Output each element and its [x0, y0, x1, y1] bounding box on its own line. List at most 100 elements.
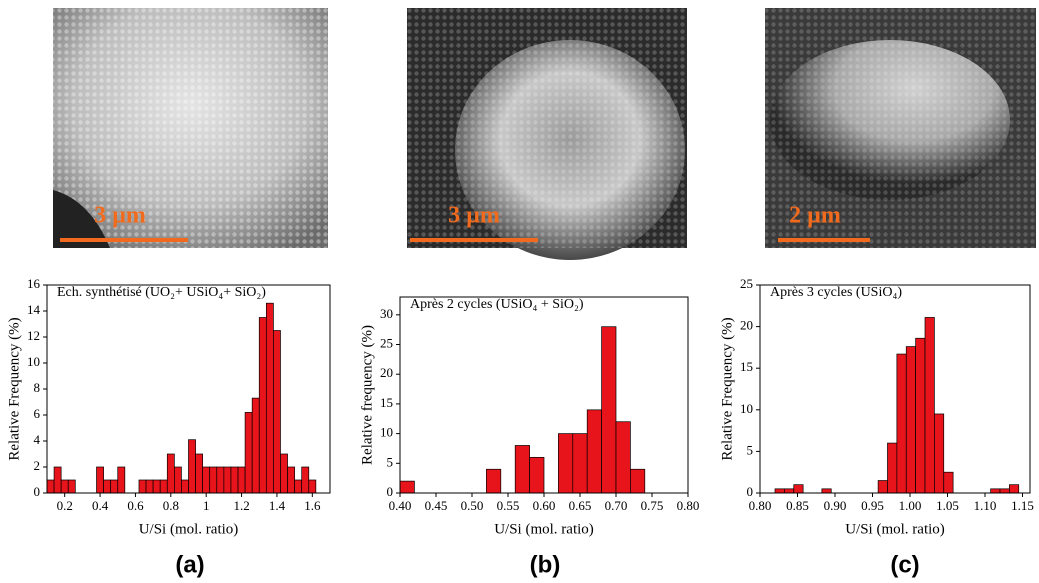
bar	[905, 346, 916, 494]
bar	[915, 337, 926, 494]
y-tick-label: 25	[380, 335, 393, 350]
y-tick-label: 25	[740, 276, 753, 291]
bar	[558, 433, 574, 494]
bar	[999, 488, 1010, 494]
bar	[209, 466, 218, 494]
x-axis-label: U/Si (mol. ratio)	[845, 521, 945, 537]
y-tick-label: 0	[34, 484, 41, 499]
x-tick-label: 0.8	[163, 498, 179, 513]
bar	[615, 421, 631, 494]
x-axis-label: U/Si (mol. ratio)	[139, 521, 239, 537]
bar	[145, 479, 154, 494]
bar	[181, 479, 189, 494]
panel-label: (a)	[175, 551, 204, 578]
bar	[195, 453, 203, 494]
bar	[280, 453, 288, 494]
y-tick-label: 10	[27, 354, 40, 369]
x-tick-label: 0.50	[461, 498, 484, 513]
bar	[103, 479, 112, 494]
x-tick-label: 1	[203, 498, 210, 513]
x-axis-label: U/Si (mol. ratio)	[494, 521, 594, 537]
y-tick-label: 8	[34, 380, 41, 395]
bar	[586, 409, 602, 494]
y-tick-label: 12	[27, 328, 40, 343]
bar	[216, 466, 225, 494]
y-tick-label: 5	[747, 442, 754, 457]
bar	[529, 457, 545, 494]
panel-label: (c)	[890, 551, 919, 578]
bar	[110, 479, 119, 494]
x-tick-label: 0.90	[824, 498, 847, 513]
x-tick-label: 0.40	[389, 498, 412, 513]
x-tick-label: 0.95	[861, 498, 884, 513]
chart-title: Après 3 cycles (USiO₄)	[770, 285, 902, 300]
y-tick-label: 10	[380, 425, 393, 440]
x-tick-label: 0.4	[92, 498, 109, 513]
y-tick-label: 5	[387, 454, 394, 469]
x-tick-label: 1.4	[269, 498, 286, 513]
x-tick-label: 0.6	[127, 498, 144, 513]
scale-label: 3 µm	[448, 203, 500, 229]
x-tick-label: 1.15	[1011, 498, 1034, 513]
sem-image	[765, 8, 1036, 248]
chart-title: Après 2 cycles (USiO₄ + SiO₂)	[410, 297, 584, 312]
y-tick-label: 2	[34, 458, 41, 473]
y-tick-label: 20	[740, 318, 753, 333]
bar	[301, 466, 310, 494]
x-tick-label: 0.85	[786, 498, 809, 513]
bar	[251, 397, 260, 494]
x-tick-label: 0.55	[497, 498, 520, 513]
bar	[258, 317, 267, 494]
x-tick-label: 1.2	[233, 498, 249, 513]
y-axis-label: Relative Frequency (%)	[719, 317, 735, 460]
bar	[821, 488, 832, 494]
y-axis-label: Relative frequency (%)	[359, 325, 375, 465]
bar	[774, 488, 785, 494]
bar	[60, 479, 69, 494]
bar	[46, 479, 55, 494]
sem-image	[53, 8, 328, 248]
scale-label: 2 µm	[789, 203, 841, 229]
bar	[188, 439, 196, 494]
sem-image	[407, 8, 687, 260]
y-tick-label: 4	[34, 432, 41, 447]
bar	[265, 302, 274, 494]
bar	[53, 466, 62, 494]
y-tick-label: 30	[380, 306, 393, 321]
bar	[630, 468, 646, 494]
scale-label: 3 µm	[94, 203, 146, 229]
chart-title: Ech. synthétisé (UO₂+ USiO₄+ SiO₂)	[57, 285, 266, 300]
y-tick-label: 0	[387, 484, 394, 499]
y-tick-label: 16	[27, 276, 41, 291]
x-tick-label: 1.10	[974, 498, 997, 513]
x-tick-label: 0.70	[605, 498, 628, 513]
x-tick-label: 1.00	[899, 498, 922, 513]
y-tick-label: 0	[747, 484, 754, 499]
bar	[887, 442, 898, 494]
bar	[230, 466, 239, 494]
bar	[514, 445, 530, 494]
y-axis-label: Relative Frequency (%)	[6, 317, 22, 460]
x-tick-label: 0.80	[677, 498, 700, 513]
x-tick-label: 0.2	[57, 498, 73, 513]
y-tick-label: 15	[740, 359, 753, 374]
bar	[223, 466, 232, 494]
x-tick-label: 0.65	[569, 498, 592, 513]
x-tick-label: 1.05	[936, 498, 959, 513]
y-tick-label: 20	[380, 365, 393, 380]
bar	[138, 479, 147, 494]
y-tick-label: 6	[34, 406, 41, 421]
bar	[237, 466, 246, 494]
bar	[152, 479, 161, 494]
bar	[1009, 484, 1020, 494]
bar	[399, 480, 415, 494]
bar	[572, 433, 588, 494]
bar	[159, 479, 168, 494]
x-tick-label: 1.6	[304, 498, 321, 513]
bar	[784, 488, 795, 494]
bar	[308, 479, 317, 494]
bar	[166, 453, 175, 494]
x-tick-label: 0.75	[641, 498, 664, 513]
panel-label: (b)	[530, 551, 561, 578]
bar	[601, 326, 617, 494]
